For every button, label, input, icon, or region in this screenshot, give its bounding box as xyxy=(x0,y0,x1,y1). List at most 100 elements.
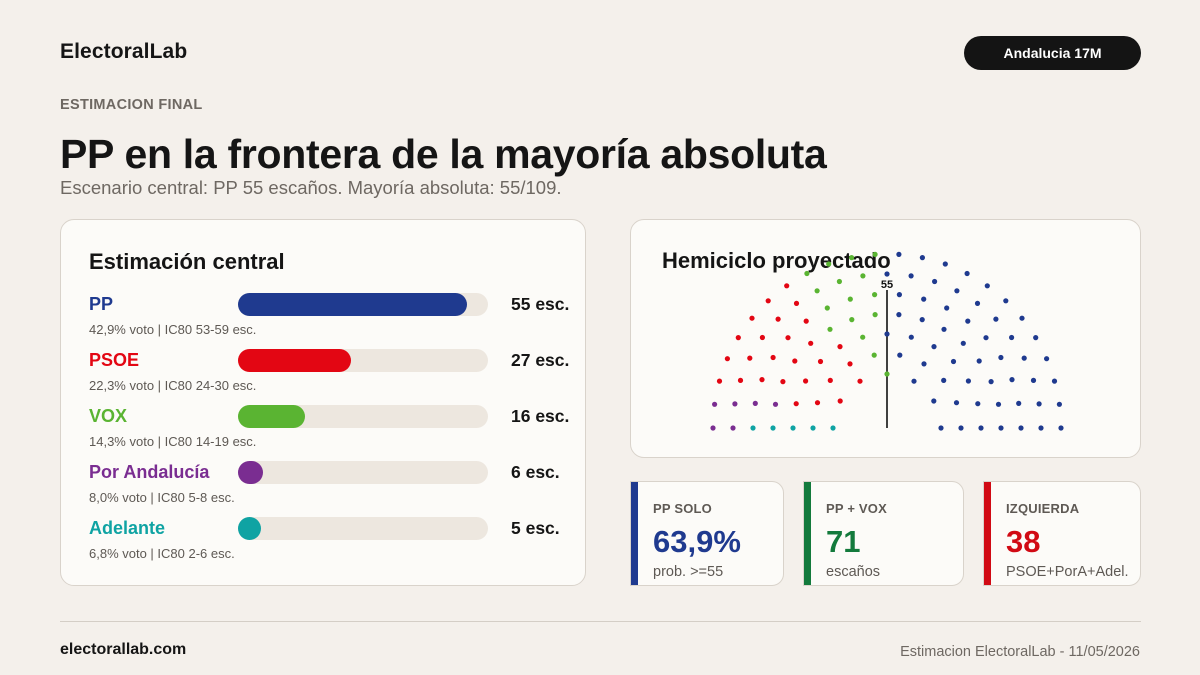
party-seats: 16 esc. xyxy=(511,406,570,426)
seat-dot xyxy=(785,335,791,341)
kpi-label: IZQUIERDA xyxy=(1006,501,1080,516)
majority-label: 55 xyxy=(881,279,893,291)
seat-dot xyxy=(911,378,917,384)
seat-dot xyxy=(921,296,927,302)
kpi-sub: prob. >=55 xyxy=(653,564,724,580)
party-meta: 22,3% voto | IC80 24-30 esc. xyxy=(89,378,257,393)
seat-dot xyxy=(1051,378,1058,384)
seat-dot xyxy=(965,318,971,324)
seat-dot xyxy=(808,340,814,346)
seat-bar-fill xyxy=(238,405,305,428)
seat-dot xyxy=(1009,377,1015,383)
kpi-value: 63,9% xyxy=(653,524,741,559)
seat-dot xyxy=(770,354,776,361)
seat-dot xyxy=(824,305,830,311)
seat-dot xyxy=(976,358,982,364)
seat-dot xyxy=(827,326,833,332)
seat-bar-fill xyxy=(238,517,261,540)
seat-dot xyxy=(712,401,718,407)
seat-dot xyxy=(941,326,947,332)
seat-dot xyxy=(872,292,878,298)
seat-dot xyxy=(1044,356,1050,362)
seat-dot xyxy=(921,361,927,367)
party-name: Adelante xyxy=(89,518,166,538)
estimate-card-title: Estimación central xyxy=(89,249,285,274)
party-meta: 14,3% voto | IC80 14-19 esc. xyxy=(89,434,257,449)
seat-dot xyxy=(772,401,779,407)
seat-bar-track xyxy=(238,349,488,372)
seat-dot xyxy=(884,271,890,277)
seat-dot xyxy=(770,425,776,431)
seat-dot xyxy=(950,358,957,365)
seat-dot xyxy=(804,270,810,277)
seat-dot xyxy=(857,378,863,384)
seat-bar-track xyxy=(238,461,488,484)
hemicycle-card-title: Hemiciclo proyectado xyxy=(662,248,891,273)
seat-dot xyxy=(1018,425,1024,431)
footer-site-link[interactable]: electorallab.com xyxy=(60,641,187,658)
seat-dot xyxy=(814,400,821,406)
seat-dot xyxy=(919,255,925,261)
seat-dot xyxy=(836,278,842,285)
seat-dot xyxy=(793,401,799,407)
seat-dot xyxy=(896,312,902,318)
kicker: ESTIMACION FINAL xyxy=(60,97,203,113)
seat-dot xyxy=(1019,315,1025,321)
kpi-label: PP + VOX xyxy=(826,501,887,516)
seat-dot xyxy=(780,379,786,385)
estimate-card: Estimación central PP 42,9% voto | IC80 … xyxy=(60,219,586,586)
seat-dot xyxy=(872,312,878,318)
footer-divider xyxy=(60,621,1141,622)
seat-dot xyxy=(1009,334,1015,341)
seat-dot xyxy=(954,288,960,294)
seat-dot xyxy=(860,273,866,279)
seat-dot xyxy=(984,283,990,289)
kpi-value: 71 xyxy=(826,524,861,559)
kpi-sub: PSOE+PorA+Adel. xyxy=(1006,564,1129,580)
seat-dot xyxy=(735,335,741,341)
seat-dot xyxy=(871,352,877,358)
party-name: PP xyxy=(89,294,114,314)
seat-dot xyxy=(803,318,809,324)
seat-dot xyxy=(784,283,790,289)
party-row-vox: VOX 14,3% voto | IC80 14-19 esc. 16 esc. xyxy=(89,405,579,461)
seat-bar-track xyxy=(238,517,488,540)
seat-dot xyxy=(759,377,765,383)
seat-dot xyxy=(827,377,833,383)
seat-dot xyxy=(750,425,756,431)
seat-dot xyxy=(941,377,947,383)
seat-dot xyxy=(1038,425,1044,431)
seat-dot xyxy=(908,334,914,340)
seat-bar-fill xyxy=(238,461,263,484)
seat-dot xyxy=(1021,355,1027,361)
party-row-psoe: PSOE 22,3% voto | IC80 24-30 esc. 27 esc… xyxy=(89,349,579,405)
seat-dot xyxy=(998,354,1004,361)
party-seats: 5 esc. xyxy=(511,518,560,538)
seat-bar-fill xyxy=(238,293,467,316)
seat-dot xyxy=(964,270,970,277)
seat-dot xyxy=(988,379,994,385)
party-meta: 8,0% voto | IC80 5-8 esc. xyxy=(89,490,235,505)
seat-dots xyxy=(710,251,1064,431)
kpi-accent xyxy=(804,482,811,585)
page-subtitle: Escenario central: PP 55 escaños. Mayorí… xyxy=(60,177,562,198)
seat-dot xyxy=(884,331,890,337)
page-title: PP en la frontera de la mayoría absoluta xyxy=(60,131,827,177)
seat-dot xyxy=(765,298,771,304)
seat-dot xyxy=(747,355,753,361)
seat-dot xyxy=(837,398,843,404)
seat-dot xyxy=(803,378,809,384)
seat-dot xyxy=(716,378,723,384)
seat-dot xyxy=(919,317,925,323)
seat-dot xyxy=(942,261,948,267)
seat-dot xyxy=(1016,400,1022,406)
seat-dot xyxy=(837,344,843,350)
seat-dot xyxy=(737,377,744,383)
seat-dot xyxy=(724,356,730,362)
party-row-adelante: Adelante 6,8% voto | IC80 2-6 esc. 5 esc… xyxy=(89,517,579,573)
seat-dot xyxy=(749,315,755,321)
seat-dot xyxy=(995,401,1002,407)
seat-dot xyxy=(775,316,781,322)
seat-dot xyxy=(896,251,902,257)
seat-dot xyxy=(792,358,798,364)
